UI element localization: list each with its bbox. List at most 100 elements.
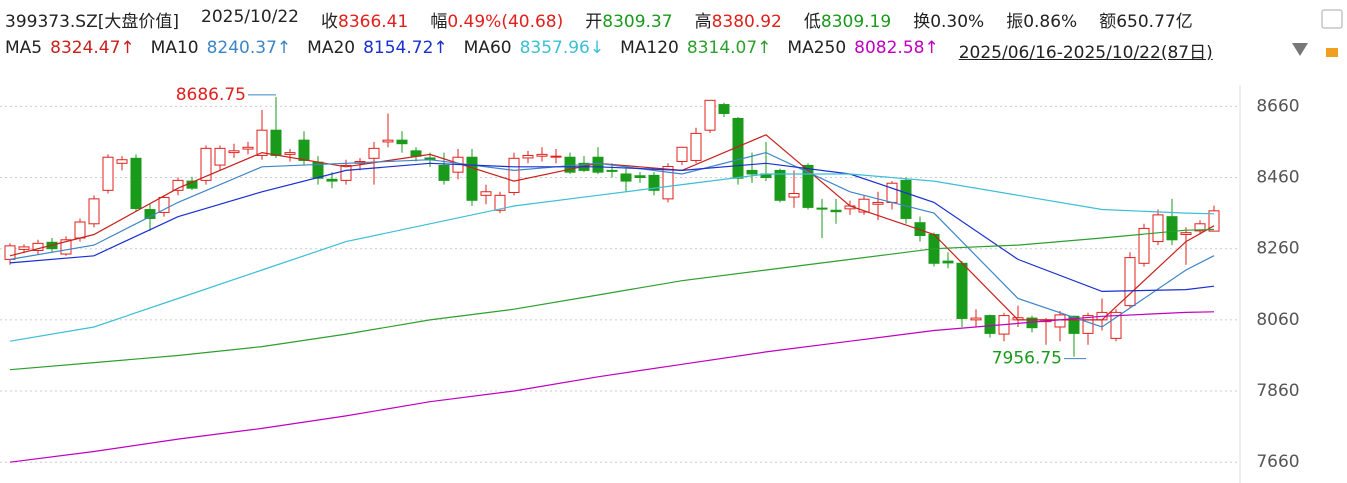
stat-value: 8309.37 — [602, 12, 673, 32]
candle-body — [1138, 227, 1150, 264]
stat: 低8309.19 — [804, 7, 891, 32]
stat-value: 8380.92 — [711, 12, 782, 32]
candle-body — [830, 209, 842, 213]
candle-body — [88, 198, 100, 225]
candle-body — [438, 164, 450, 181]
stat-label: 收 — [321, 12, 338, 32]
candle-body — [1068, 315, 1080, 334]
legend-item: MA250 8082.58↑ — [787, 38, 938, 63]
candle-body — [788, 193, 800, 198]
candle-body — [984, 315, 996, 334]
candle-body — [284, 152, 296, 155]
candle-body — [382, 139, 394, 143]
legend-name: MA10 — [150, 38, 199, 58]
candle-body — [550, 155, 562, 158]
candle-body — [1166, 216, 1178, 241]
candle-body — [270, 129, 282, 156]
ma-line — [9, 173, 1215, 342]
legend-name: MA20 — [307, 38, 356, 58]
y-tick-label: 8460 — [1256, 168, 1299, 188]
stat-value: 650.77亿 — [1116, 12, 1193, 32]
legend-value: 8240.37↑ — [206, 38, 292, 58]
candle-body — [4, 245, 16, 260]
stat: 额650.77亿 — [1099, 7, 1192, 32]
candle-body — [662, 165, 674, 200]
stat-label: 高 — [694, 12, 712, 32]
stat: 收8366.41 — [321, 7, 408, 32]
legend-name: MA120 — [620, 38, 679, 58]
candle-body — [242, 146, 254, 150]
stat: 振0.86% — [1006, 7, 1077, 32]
legend-name: MA60 — [463, 38, 512, 58]
icon[interactable] — [1321, 9, 1343, 29]
stat: 高8380.92 — [695, 7, 782, 32]
candle-body — [1208, 210, 1220, 232]
candle-body — [60, 239, 72, 255]
candle-body — [718, 104, 730, 114]
candle-body — [172, 179, 184, 191]
candle-body — [1124, 257, 1136, 307]
legend-value: 8324.47↑ — [50, 38, 135, 58]
candle-body — [536, 153, 548, 157]
candle-body — [1110, 311, 1122, 339]
annotation: 8686.75 — [176, 85, 246, 105]
candle-body — [634, 175, 646, 179]
candle-body — [494, 194, 506, 211]
stat-label: 低 — [803, 12, 821, 32]
candle-body — [214, 147, 226, 166]
legend-name: MA250 — [787, 38, 847, 58]
candle-body — [1180, 232, 1192, 235]
candle-body — [508, 157, 520, 193]
legend-value: 8082.58↑ — [854, 38, 939, 58]
date-range: 2025/06/16-2025/10/22(87日) — [958, 43, 1213, 63]
stat-value: 8309.19 — [820, 12, 892, 32]
ma-line — [9, 228, 1215, 371]
candle-body — [1152, 214, 1164, 243]
annotation: 7956.75 — [992, 349, 1062, 369]
candle-body — [858, 198, 870, 213]
y-tick-label: 7860 — [1256, 381, 1299, 401]
candle-body — [74, 221, 86, 239]
candle-body — [466, 156, 478, 201]
stat-label: 额 — [1099, 12, 1117, 32]
ma-line — [9, 162, 1215, 293]
candle-body — [1194, 223, 1206, 232]
stat: 换0.30% — [913, 7, 984, 32]
date: 2025/10/22 — [201, 7, 299, 27]
stat-label: 幅 — [430, 12, 448, 32]
header-row: 399373.SZ[大盘价值] 2025/10/22 收8366.41 幅0.49… — [5, 7, 1193, 32]
candle-body — [704, 99, 716, 131]
candle-body — [956, 262, 968, 319]
candle-body — [746, 169, 758, 175]
legend-item: MA60 8357.96↓ — [464, 38, 604, 63]
stat-value: 8366.41 — [338, 12, 409, 32]
candle-body — [298, 139, 310, 161]
lock-icon[interactable] — [1326, 48, 1338, 57]
candle-body — [676, 146, 688, 163]
legend-item: MA5 8324.47↑ — [5, 38, 135, 63]
candle-body — [102, 156, 114, 191]
dropdown[interactable] — [1292, 43, 1308, 56]
candle-body — [592, 156, 604, 173]
stat-label: 开 — [585, 12, 603, 32]
title: 399373.SZ[大盘价值] — [5, 12, 180, 32]
candle-body — [396, 139, 408, 145]
legend-value: 8314.07↑ — [686, 38, 772, 58]
candle-body — [326, 178, 338, 182]
candle-body — [648, 174, 660, 191]
legend-name: MA5 — [5, 38, 43, 58]
candle-body — [606, 169, 618, 172]
candle-body — [1054, 314, 1066, 328]
candle-body — [228, 150, 240, 154]
candle-body — [942, 260, 954, 264]
y-tick-label: 8660 — [1256, 96, 1299, 116]
candle-body — [690, 132, 702, 161]
y-tick-label: 8260 — [1256, 239, 1299, 259]
stat-value: 0.30% — [930, 12, 985, 32]
candle-body — [802, 164, 814, 208]
legend-value: 8154.72↑ — [363, 38, 448, 58]
legend-item: MA120 8314.07↑ — [620, 38, 771, 63]
legend-item: MA10 8240.37↑ — [151, 38, 291, 63]
y-tick-label: 8060 — [1256, 310, 1299, 330]
